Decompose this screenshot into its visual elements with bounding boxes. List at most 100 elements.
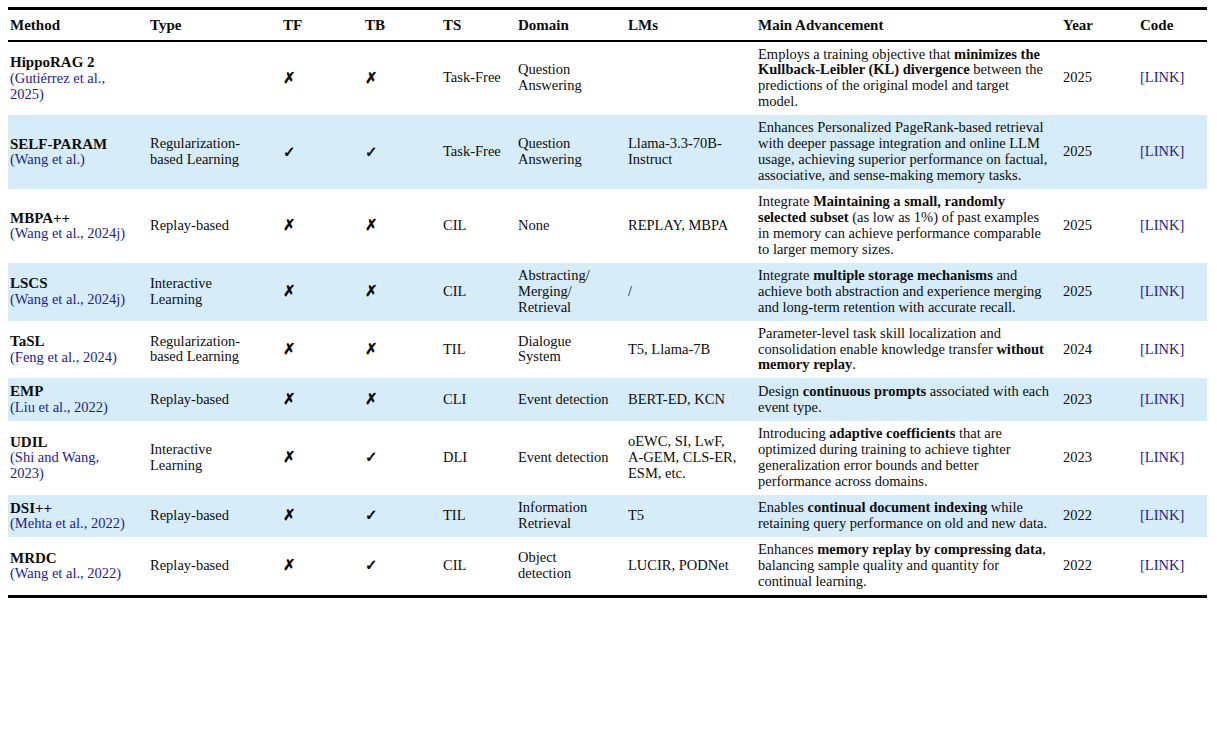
method-cell: UDIL(Shi and Wang, 2023): [8, 421, 148, 495]
citation-link[interactable]: (Liu et al., 2022): [10, 400, 134, 416]
column-header-lms: LMs: [626, 9, 756, 41]
citation-link[interactable]: (Wang et al., 2024j): [10, 292, 134, 308]
cross-icon: ✗: [365, 70, 378, 86]
method-cell: TaSL(Feng et al., 2024): [8, 321, 148, 379]
table-header: MethodTypeTFTBTSDomainLMsMain Advancemen…: [8, 9, 1207, 41]
tb-cell: ✓: [363, 537, 441, 596]
column-header-tf: TF: [281, 9, 363, 41]
tb-cell: ✗: [363, 41, 441, 116]
citation-link[interactable]: (Shi and Wang, 2023): [10, 450, 134, 482]
type-cell: Replay-based: [148, 378, 281, 420]
year-cell: 2023: [1061, 421, 1138, 495]
code-link[interactable]: [LINK]: [1140, 341, 1184, 357]
advancement-cell: Design continuous prompts associated wit…: [756, 378, 1061, 420]
citation-link[interactable]: (Wang et al., 2024j): [10, 226, 134, 242]
type-cell: Regularization-based Learning: [148, 115, 281, 189]
code-link[interactable]: [LINK]: [1140, 391, 1184, 407]
lms-cell: T5, Llama-7B: [626, 321, 756, 379]
column-header-method: Method: [8, 9, 148, 41]
table-row: MRDC(Wang et al., 2022)Replay-based✗✓CIL…: [8, 537, 1207, 596]
code-link[interactable]: [LINK]: [1140, 507, 1184, 523]
cross-icon: ✗: [365, 217, 378, 233]
code-cell: [LINK]: [1138, 537, 1207, 596]
check-icon: ✓: [365, 507, 378, 523]
cross-icon: ✗: [283, 70, 296, 86]
advancement-text: Parameter-level task skill localization …: [758, 325, 1001, 357]
advancement-bold-text: adaptive coefficients: [829, 425, 955, 441]
advancement-text: Introducing: [758, 425, 829, 441]
citation-link[interactable]: (Wang et al., 2022): [10, 566, 134, 582]
domain-cell: Event detection: [516, 378, 626, 420]
year-cell: 2025: [1061, 41, 1138, 116]
type-cell: Replay-based: [148, 495, 281, 537]
lms-cell: Llama-3.3-70B-Instruct: [626, 115, 756, 189]
method-name: MBPA++: [10, 210, 134, 227]
advancement-cell: Employs a training objective that minimi…: [756, 41, 1061, 116]
advancement-cell: Enhances memory replay by compressing da…: [756, 537, 1061, 596]
type-cell: [148, 41, 281, 116]
advancement-bold-text: continuous prompts: [803, 383, 926, 399]
domain-cell: None: [516, 189, 626, 263]
tf-cell: ✗: [281, 41, 363, 116]
advancement-cell: Enables continual document indexing whil…: [756, 495, 1061, 537]
method-name: UDIL: [10, 434, 134, 451]
table-row: TaSL(Feng et al., 2024)Regularization-ba…: [8, 321, 1207, 379]
ts-cell: Task-Free: [441, 41, 516, 116]
domain-cell: Question Answering: [516, 41, 626, 116]
ts-cell: TIL: [441, 321, 516, 379]
code-link[interactable]: [LINK]: [1140, 143, 1184, 159]
tf-cell: ✗: [281, 378, 363, 420]
column-header-adv: Main Advancement: [756, 9, 1061, 41]
method-name: MRDC: [10, 550, 134, 567]
check-icon: ✓: [283, 144, 296, 160]
code-link[interactable]: [LINK]: [1140, 69, 1184, 85]
paper-table-figure: MethodTypeTFTBTSDomainLMsMain Advancemen…: [0, 0, 1217, 598]
method-cell: SELF-PARAM(Wang et al.): [8, 115, 148, 189]
column-header-domain: Domain: [516, 9, 626, 41]
code-link[interactable]: [LINK]: [1140, 217, 1184, 233]
table-row: LSCS(Wang et al., 2024j) Interactive Lear…: [8, 263, 1207, 321]
method-name: HippoRAG 2: [10, 54, 134, 71]
type-cell: Replay-based: [148, 189, 281, 263]
column-header-type: Type: [148, 9, 281, 41]
code-link[interactable]: [LINK]: [1140, 557, 1184, 573]
tf-cell: ✓: [281, 115, 363, 189]
cross-icon: ✗: [283, 507, 296, 523]
cross-icon: ✗: [283, 449, 296, 465]
cross-icon: ✗: [365, 283, 378, 299]
year-cell: 2023: [1061, 378, 1138, 420]
citation-link[interactable]: (Mehta et al., 2022): [10, 516, 134, 532]
type-cell: Regularization-based Learning: [148, 321, 281, 379]
advancement-text: Integrate: [758, 267, 813, 283]
table-row: UDIL(Shi and Wang, 2023)Interactive Lear…: [8, 421, 1207, 495]
advancement-cell: Parameter-level task skill localization …: [756, 321, 1061, 379]
method-name: DSI++: [10, 500, 134, 517]
year-cell: 2024: [1061, 321, 1138, 379]
cross-icon: ✗: [365, 341, 378, 357]
advancement-text: Enhances: [758, 541, 817, 557]
method-name: LSCS: [10, 275, 134, 292]
column-header-ts: TS: [441, 9, 516, 41]
tb-cell: ✓: [363, 421, 441, 495]
column-header-year: Year: [1061, 9, 1138, 41]
tf-cell: ✗: [281, 189, 363, 263]
code-cell: [LINK]: [1138, 263, 1207, 321]
advancement-bold-text: continual document indexing: [808, 499, 988, 515]
citation-link[interactable]: (Wang et al.): [10, 152, 134, 168]
code-link[interactable]: [LINK]: [1140, 449, 1184, 465]
advancement-text: Employs a training objective that: [758, 46, 954, 62]
citation-link[interactable]: (Gutiérrez et al., 2025): [10, 71, 134, 103]
method-name: TaSL: [10, 333, 134, 350]
ts-cell: CLI: [441, 378, 516, 420]
lms-cell: /​: [626, 263, 756, 321]
method-cell: HippoRAG 2(Gutiérrez et al., 2025): [8, 41, 148, 116]
ts-cell: Task-Free: [441, 115, 516, 189]
type-cell: Interactive Learning: [148, 263, 281, 321]
domain-cell: Object detection: [516, 537, 626, 596]
advancement-text: Enables: [758, 499, 808, 515]
cross-icon: ✗: [365, 391, 378, 407]
advancement-text: Enhances Personalized PageRank-based ret…: [758, 119, 1047, 183]
ts-cell: DLI: [441, 421, 516, 495]
citation-link[interactable]: (Feng et al., 2024): [10, 350, 134, 366]
code-link[interactable]: [LINK]: [1140, 283, 1184, 299]
